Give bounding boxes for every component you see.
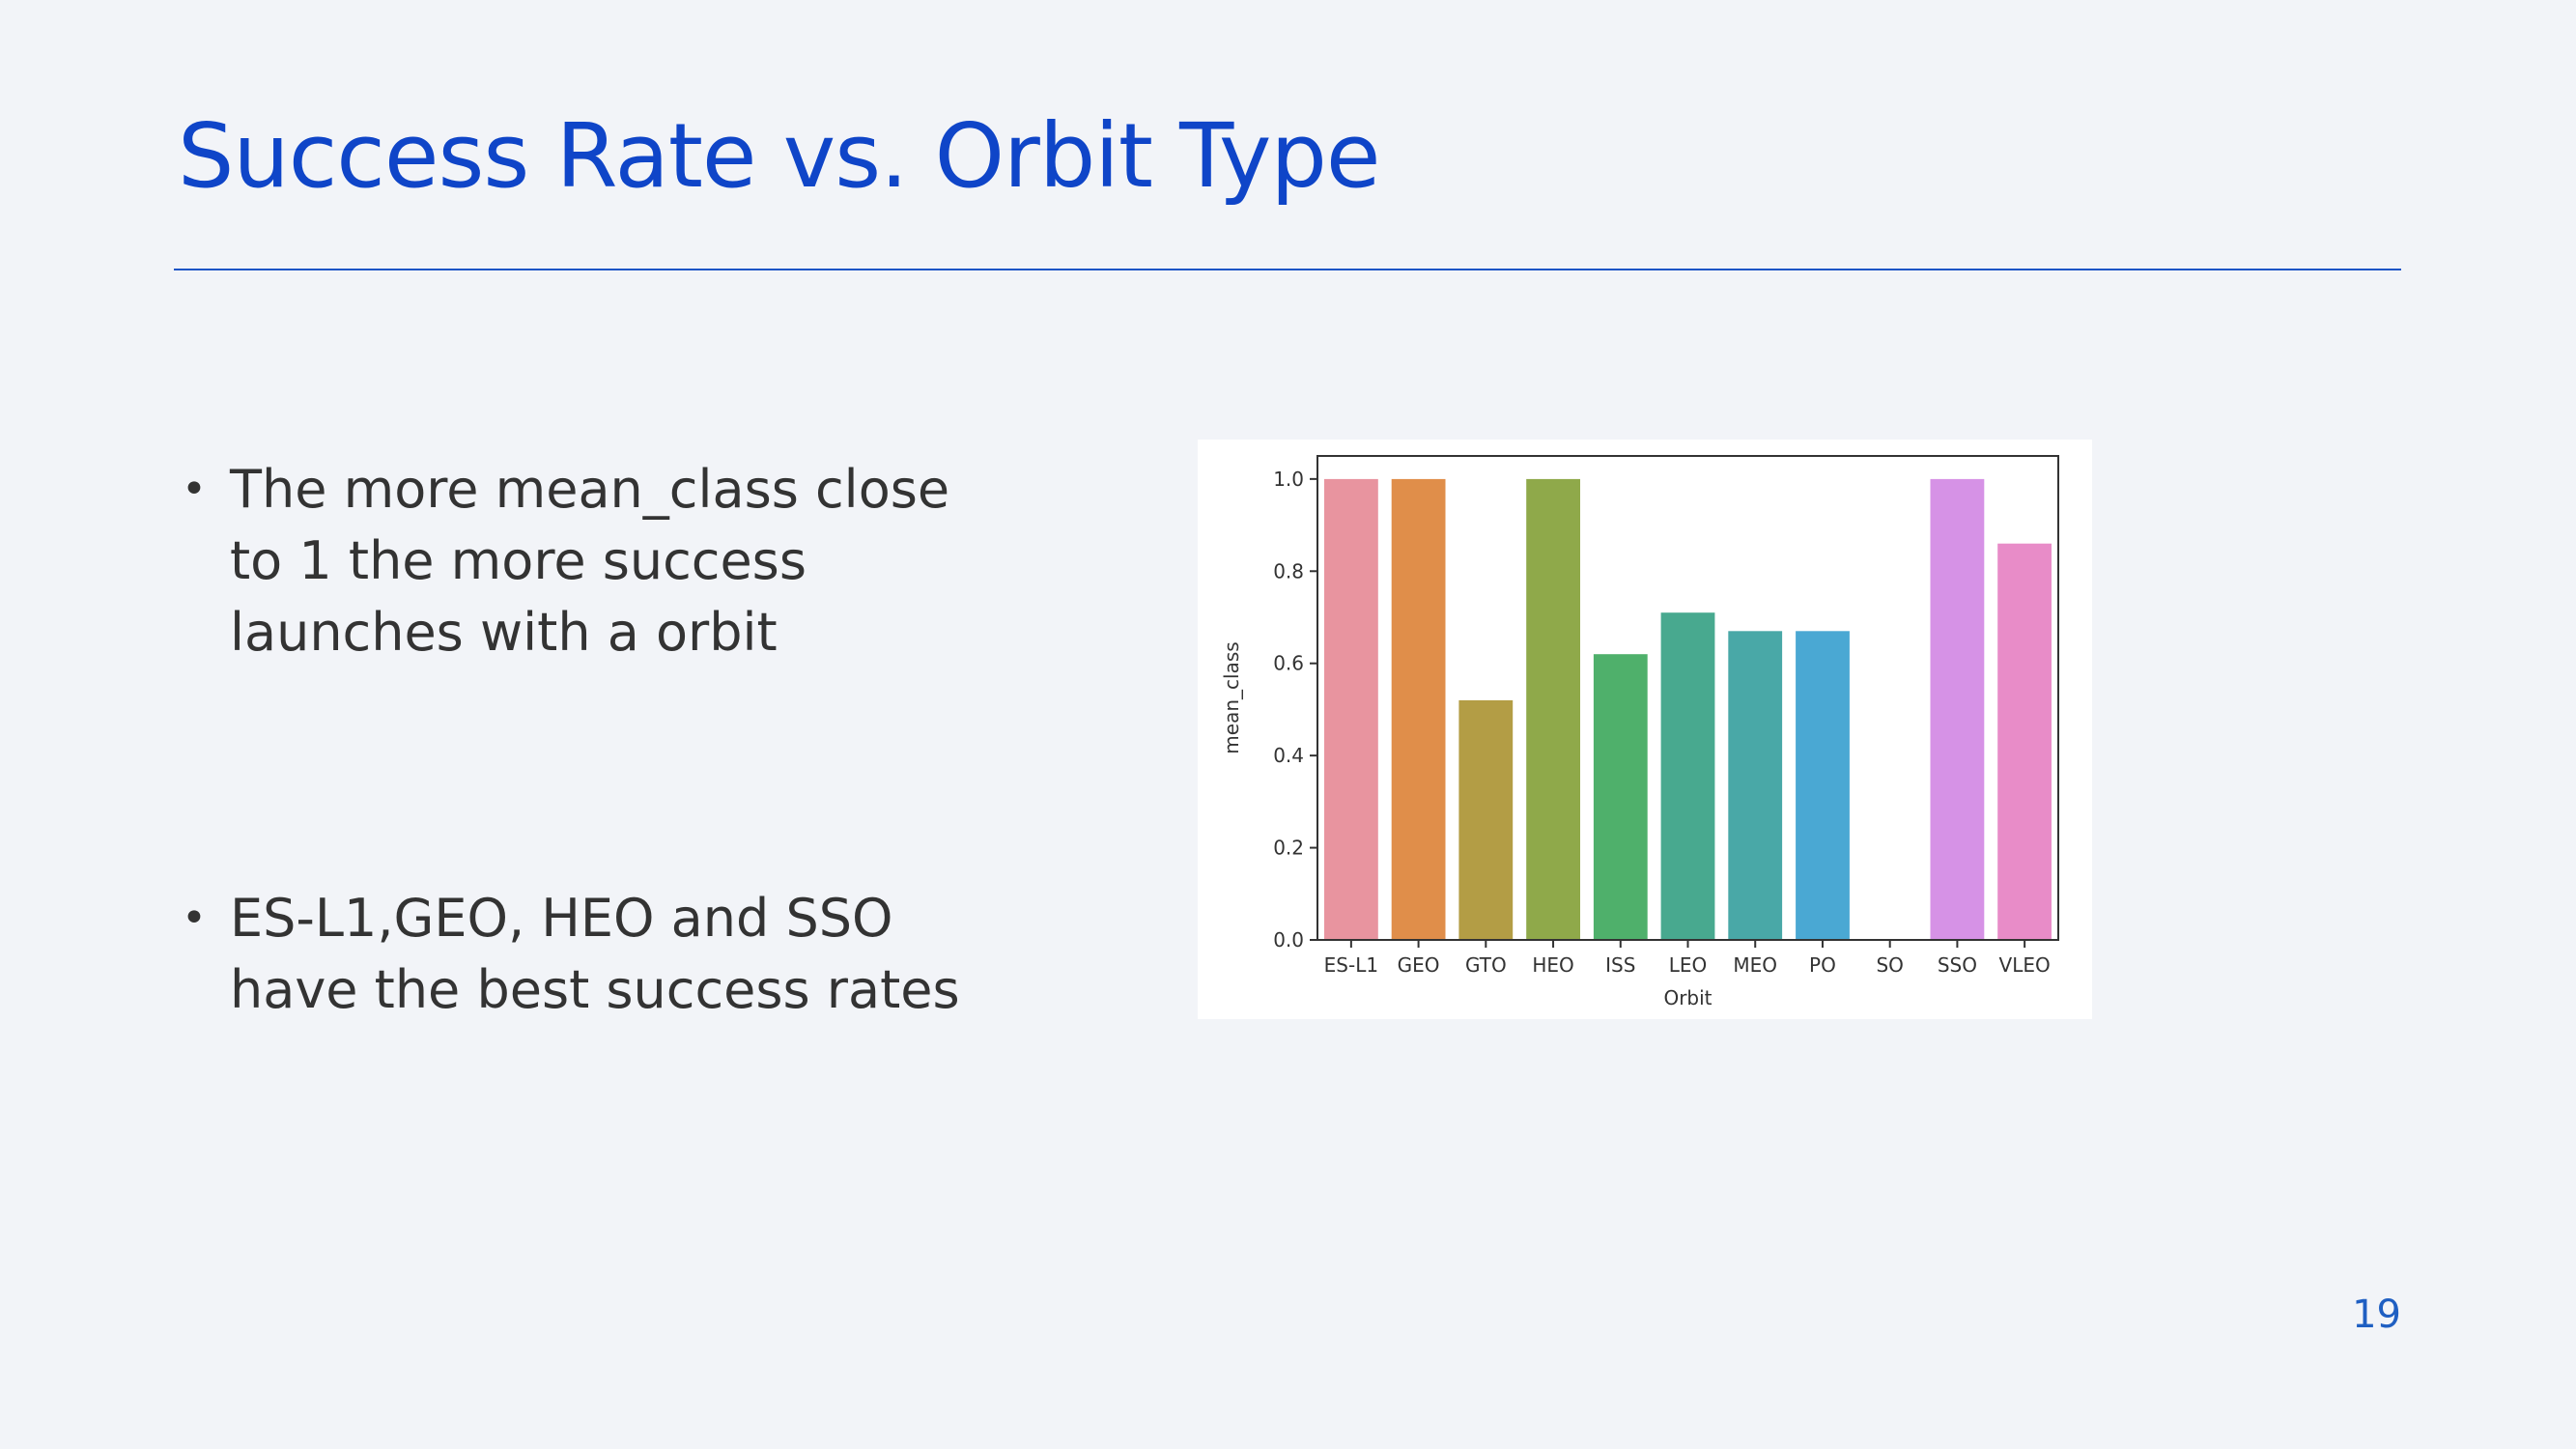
y-tick-label: 1.0 xyxy=(1273,468,1304,491)
y-tick-label: 0.8 xyxy=(1273,559,1304,582)
y-tick-label: 0.4 xyxy=(1273,744,1304,767)
bullet-text: ES-L1,GEO, HEO and SSO have the best suc… xyxy=(230,888,960,1020)
chart-bar xyxy=(1997,543,2052,940)
x-tick-label: GEO xyxy=(1398,953,1440,977)
chart-bar xyxy=(1796,631,1850,940)
slide-title: Success Rate vs. Orbit Type xyxy=(178,104,1380,208)
y-tick-label: 0.2 xyxy=(1273,837,1304,860)
y-tick-label: 0.0 xyxy=(1273,928,1304,952)
x-tick-label: PO xyxy=(1809,953,1836,977)
x-tick-label: SSO xyxy=(1938,953,1977,977)
chart-bar xyxy=(1593,654,1648,940)
bar-chart: 0.0 0.2 0.4 0.6 0.8 1.0 ES-L1 GEO GTO HEO ISS LEO ME… xyxy=(1220,455,2059,1009)
x-axis-label: Orbit xyxy=(1663,986,1712,1009)
y-axis-label: mean_class xyxy=(1220,641,1243,753)
chart-bar xyxy=(1391,478,1446,940)
chart-bar xyxy=(1458,699,1514,940)
page-number: 19 xyxy=(2352,1293,2401,1337)
chart-bar xyxy=(1728,631,1783,940)
chart-bar xyxy=(1526,478,1580,940)
x-tick-label: SO xyxy=(1876,953,1903,977)
bullet-list: • The more mean_class close to 1 the mor… xyxy=(182,454,974,1026)
x-tick-label: ISS xyxy=(1605,953,1635,977)
y-tick-label: 0.6 xyxy=(1273,652,1304,675)
x-tick-label: VLEO xyxy=(1999,953,2051,977)
bullet-item: • ES-L1,GEO, HEO and SSO have the best s… xyxy=(182,883,974,1026)
x-tick-label: GTO xyxy=(1465,953,1507,977)
chart-bar xyxy=(1324,478,1378,940)
x-tick-label: LEO xyxy=(1669,953,1708,977)
title-divider xyxy=(174,269,2401,270)
bullet-icon: • xyxy=(182,465,207,514)
chart-bar xyxy=(1660,612,1715,940)
x-tick-label: HEO xyxy=(1532,953,1573,977)
x-tick-label: ES-L1 xyxy=(1324,953,1378,977)
chart-panel: 0.0 0.2 0.4 0.6 0.8 1.0 ES-L1 GEO GTO HEO ISS LEO ME… xyxy=(1198,440,2092,1019)
bullet-icon: • xyxy=(182,894,207,943)
x-tick-label: MEO xyxy=(1733,953,1777,977)
bullet-item: • The more mean_class close to 1 the mor… xyxy=(182,454,974,668)
chart-bar xyxy=(1930,478,1985,940)
bullet-text: The more mean_class close to 1 the more … xyxy=(230,459,950,663)
